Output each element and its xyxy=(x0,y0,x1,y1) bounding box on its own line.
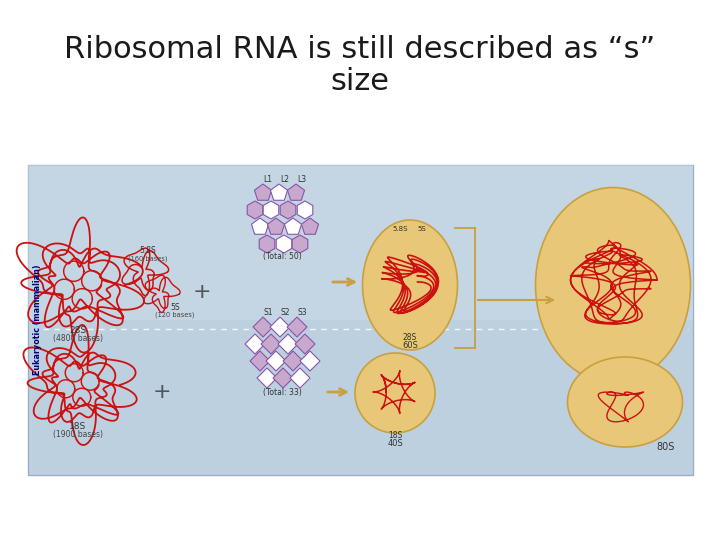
Text: (4800 bases): (4800 bases) xyxy=(53,334,103,343)
Polygon shape xyxy=(284,218,302,234)
Text: 28S: 28S xyxy=(69,326,86,335)
Polygon shape xyxy=(302,218,318,234)
Text: L3: L3 xyxy=(297,175,307,184)
Polygon shape xyxy=(261,334,281,354)
Polygon shape xyxy=(247,201,263,219)
Polygon shape xyxy=(250,351,270,371)
Text: L2: L2 xyxy=(281,175,289,184)
Text: S1: S1 xyxy=(264,308,273,317)
Polygon shape xyxy=(300,351,320,371)
Polygon shape xyxy=(276,235,292,253)
Ellipse shape xyxy=(362,220,457,350)
Polygon shape xyxy=(278,334,298,354)
FancyBboxPatch shape xyxy=(28,165,693,475)
Text: 5S: 5S xyxy=(170,303,180,312)
Polygon shape xyxy=(292,235,307,253)
Text: 5.8S: 5.8S xyxy=(140,246,156,255)
Polygon shape xyxy=(273,368,293,388)
Polygon shape xyxy=(280,201,296,219)
Text: S3: S3 xyxy=(297,308,307,317)
Polygon shape xyxy=(257,368,277,388)
Text: (1900 bases): (1900 bases) xyxy=(53,430,103,439)
Polygon shape xyxy=(270,317,290,337)
Polygon shape xyxy=(271,184,287,200)
Polygon shape xyxy=(251,218,269,234)
Text: 80S: 80S xyxy=(657,442,675,452)
Polygon shape xyxy=(253,317,273,337)
Ellipse shape xyxy=(355,353,435,433)
Polygon shape xyxy=(259,235,275,253)
Text: 40S: 40S xyxy=(387,439,403,448)
Text: Eukaryotic (mammalian): Eukaryotic (mammalian) xyxy=(32,265,42,375)
Text: 18S: 18S xyxy=(388,431,402,440)
Polygon shape xyxy=(287,184,305,200)
Polygon shape xyxy=(245,334,265,354)
Polygon shape xyxy=(264,201,279,219)
Polygon shape xyxy=(266,351,286,371)
Text: 60S: 60S xyxy=(402,341,418,350)
Text: (120 bases): (120 bases) xyxy=(156,312,194,319)
Text: 5S: 5S xyxy=(418,226,426,232)
Polygon shape xyxy=(287,317,307,337)
Polygon shape xyxy=(295,334,315,354)
Text: L1: L1 xyxy=(264,175,272,184)
Polygon shape xyxy=(283,351,303,371)
Text: size: size xyxy=(330,68,390,97)
Text: (Total: 33): (Total: 33) xyxy=(263,388,302,397)
Text: 18S: 18S xyxy=(69,422,86,431)
Polygon shape xyxy=(297,201,312,219)
Ellipse shape xyxy=(536,187,690,382)
Ellipse shape xyxy=(567,357,683,447)
FancyBboxPatch shape xyxy=(28,165,693,320)
Polygon shape xyxy=(254,184,271,200)
Text: (160 bases): (160 bases) xyxy=(128,255,168,261)
Text: (Total: 50): (Total: 50) xyxy=(263,252,302,261)
Text: +: + xyxy=(153,382,171,402)
Polygon shape xyxy=(267,218,284,234)
Polygon shape xyxy=(290,368,310,388)
Text: 28S: 28S xyxy=(403,333,417,342)
Text: Ribosomal RNA is still described as “s”: Ribosomal RNA is still described as “s” xyxy=(64,36,656,64)
Text: +: + xyxy=(193,282,211,302)
Text: 5.8S: 5.8S xyxy=(392,226,408,232)
Text: S2: S2 xyxy=(280,308,289,317)
